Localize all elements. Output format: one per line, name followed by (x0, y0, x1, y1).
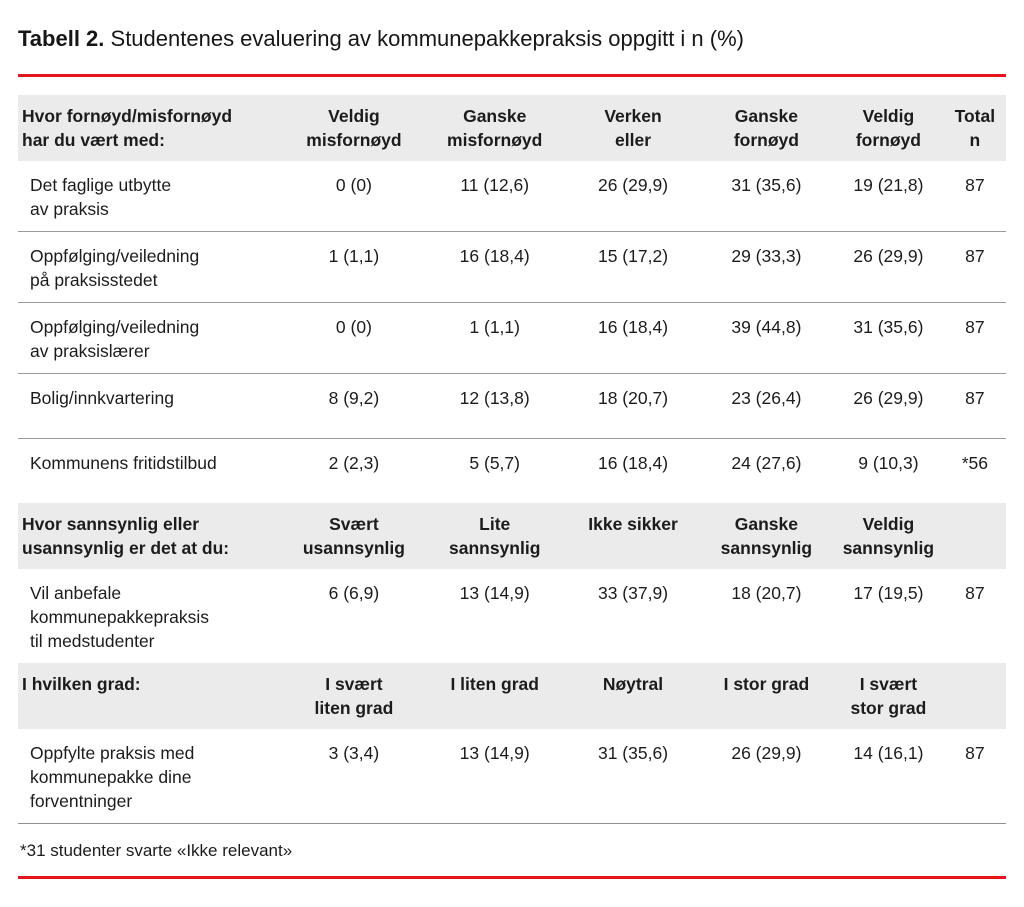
table-row: Kommunens fritidstilbud 2 (2,3) 5 (5,7) … (18, 438, 1006, 503)
table-row: Oppfylte praksis med kommunepakke dine f… (18, 729, 1006, 824)
column-header: I liten grad (423, 663, 567, 729)
cell-total: 87 (965, 583, 985, 603)
column-header: Verken eller (566, 95, 700, 161)
cell: 16 (18,4) (423, 231, 567, 303)
section1-header-row: Hvor fornøyd/misfornøyd har du vært med:… (18, 95, 1006, 161)
column-header: Veldig fornøyd (833, 95, 944, 161)
row-label: Oppfølging/veiledning av praksislærer (18, 302, 285, 374)
cell: 26 (29,9) (597, 175, 669, 195)
column-header: Veldig misfornøyd (284, 95, 424, 161)
cell-total: 87 (943, 302, 1006, 374)
column-header: Svært usannsynlig (284, 503, 424, 569)
top-red-rule (18, 74, 1006, 77)
cell: 26 (29,9) (833, 231, 944, 303)
column-header: Ganske misfornøyd (423, 95, 567, 161)
column-header: Nøytral (566, 663, 700, 729)
cell: 29 (33,3) (699, 231, 834, 303)
cell: 33 (37,9) (597, 583, 669, 603)
cell: 31 (35,6) (731, 175, 802, 195)
row-label: Bolig/innkvartering (18, 373, 285, 439)
cell: 3 (3,4) (284, 729, 424, 824)
cell: 39 (44,8) (699, 302, 834, 374)
column-header: Ikke sikker (566, 503, 700, 569)
cell: 13 (14,9) (459, 583, 530, 603)
table-title-text: Studentenes evaluering av kommunepakkepr… (104, 26, 744, 51)
cell: 1 (1,1) (423, 302, 567, 374)
bottom-red-rule (18, 876, 1006, 879)
column-header: Ganske sannsynlig (699, 503, 834, 569)
cell: 16 (18,4) (566, 438, 700, 503)
section3-question-label: I hvilken grad: (18, 663, 285, 729)
table-section-degree: I hvilken grad: I svært liten grad I lit… (18, 663, 1006, 824)
table-row: Bolig/innkvartering 8 (9,2) 12 (13,8) 18… (18, 373, 1006, 439)
cell: 11 (12,6) (460, 175, 530, 195)
section1-question-label: Hvor fornøyd/misfornøyd har du vært med: (18, 95, 285, 161)
section2-header-row: Hvor sannsynlig eller usannsynlig er det… (18, 503, 1006, 569)
column-header-empty (943, 663, 1006, 729)
cell: 0 (0) (335, 175, 372, 195)
table-title: Tabell 2. Studentenes evaluering av komm… (18, 24, 1006, 54)
table-row: Vil anbefale kommunepakkepraksis til med… (18, 569, 1006, 663)
table-section-satisfaction: Hvor fornøyd/misfornøyd har du vært med:… (18, 95, 1006, 503)
cell: 8 (9,2) (284, 373, 424, 439)
column-header-total: Total n (943, 95, 1006, 161)
cell-total: *56 (943, 438, 1006, 503)
cell: 24 (27,6) (699, 438, 834, 503)
cell: 15 (17,2) (566, 231, 700, 303)
column-header: Veldig sannsynlig (833, 503, 944, 569)
cell: 19 (21,8) (853, 175, 924, 195)
section3-header-row: I hvilken grad: I svært liten grad I lit… (18, 663, 1006, 729)
cell-total: 87 (943, 231, 1006, 303)
cell-total: 87 (943, 373, 1006, 439)
cell: 5 (5,7) (423, 438, 567, 503)
cell: 26 (29,9) (833, 373, 944, 439)
cell: 12 (13,8) (423, 373, 567, 439)
row-label: Vil anbefale kommunepakkepraksis til med… (30, 583, 209, 651)
column-header-empty (943, 503, 1006, 569)
cell: 18 (20,7) (731, 583, 802, 603)
cell: 31 (35,6) (566, 729, 700, 824)
cell: 6 (6,9) (328, 583, 380, 603)
table-number-label: Tabell 2. (18, 26, 105, 51)
cell: 23 (26,4) (699, 373, 834, 439)
cell: 16 (18,4) (566, 302, 700, 374)
cell: 13 (14,9) (423, 729, 567, 824)
cell: 18 (20,7) (566, 373, 700, 439)
cell-total: 87 (965, 175, 985, 195)
row-label: Det faglige utbytte av praksis (30, 175, 172, 219)
cell: 2 (2,3) (284, 438, 424, 503)
cell: 26 (29,9) (699, 729, 834, 824)
table-row: Det faglige utbytte av praksis 0 (0) 11 … (18, 161, 1006, 232)
column-header: Ganske fornøyd (699, 95, 834, 161)
table-footnote: *31 studenter svarte «Ikke relevant» (20, 841, 293, 860)
row-label: Oppfylte praksis med kommunepakke dine f… (18, 729, 285, 824)
table-section-likelihood: Hvor sannsynlig eller usannsynlig er det… (18, 503, 1006, 663)
cell: 9 (10,3) (833, 438, 944, 503)
row-label: Oppfølging/veiledning på praksisstedet (18, 231, 285, 303)
column-header: Lite sannsynlig (423, 503, 567, 569)
article-table-figure: Tabell 2. Studentenes evaluering av komm… (18, 0, 1006, 879)
cell: 0 (0) (284, 302, 424, 374)
column-header: I svært stor grad (833, 663, 944, 729)
cell: 1 (1,1) (284, 231, 424, 303)
cell: 17 (19,5) (853, 583, 924, 603)
section2-question-label: Hvor sannsynlig eller usannsynlig er det… (18, 503, 285, 569)
table-row: Oppfølging/veiledning av praksislærer 0 … (18, 302, 1006, 374)
row-label: Kommunens fritidstilbud (18, 438, 285, 503)
cell: 31 (35,6) (833, 302, 944, 374)
table-row: Oppfølging/veiledning på praksisstedet 1… (18, 231, 1006, 303)
column-header: I svært liten grad (284, 663, 424, 729)
column-header: I stor grad (699, 663, 834, 729)
cell-total: 87 (943, 729, 1006, 824)
cell: 14 (16,1) (833, 729, 944, 824)
